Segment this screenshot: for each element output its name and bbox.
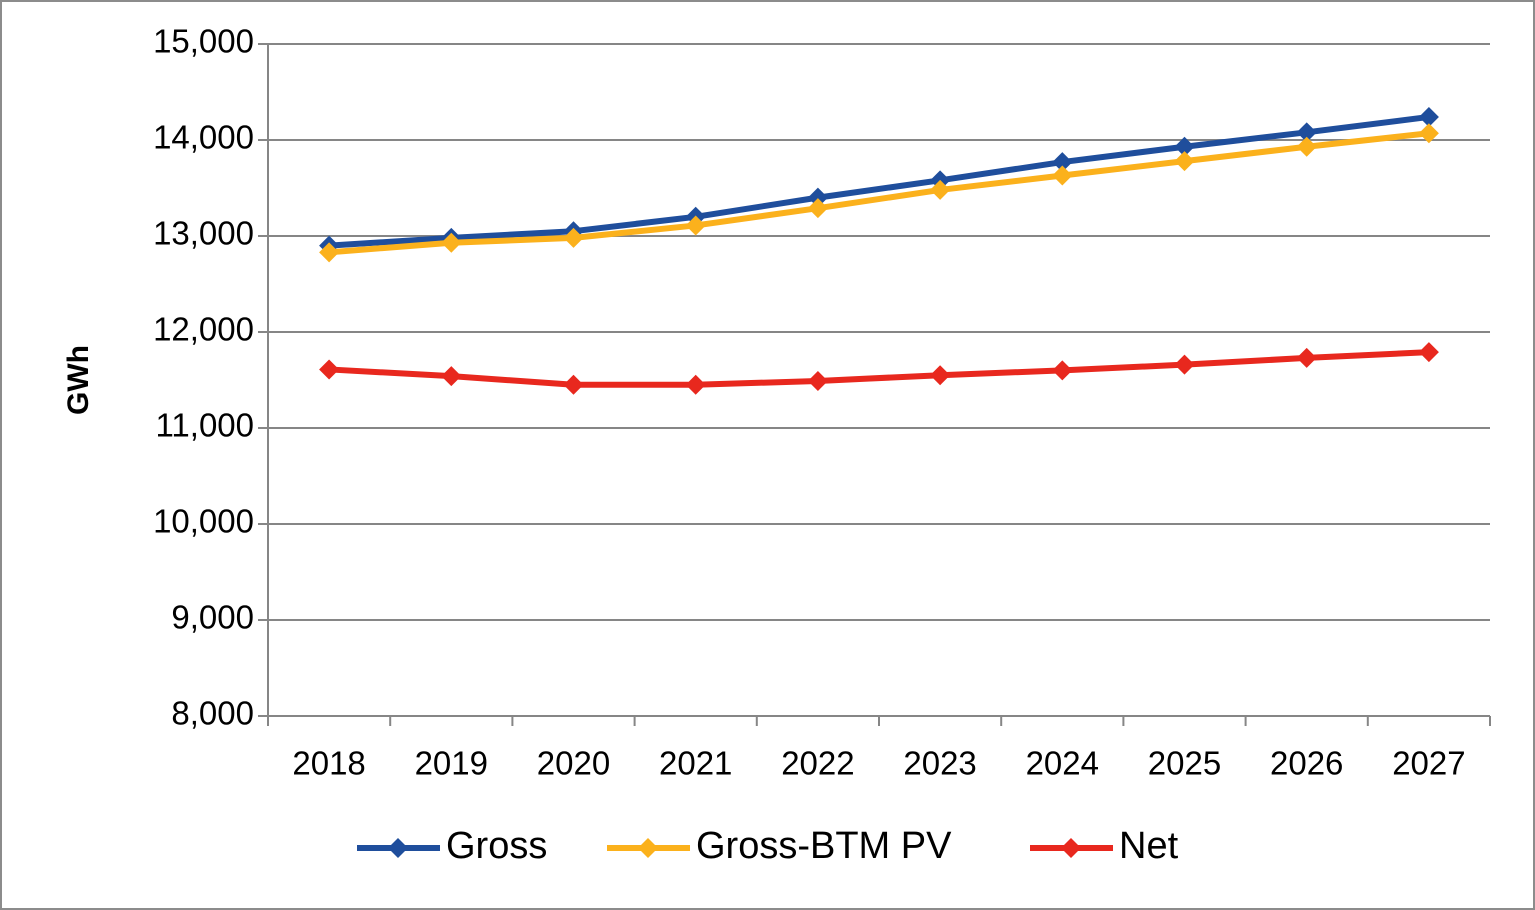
- marker: [930, 179, 951, 200]
- x-tick-label: 2018: [292, 745, 365, 782]
- legend-marker: [638, 838, 658, 858]
- x-tick-label: 2021: [659, 745, 732, 782]
- y-tick-label: 12,000: [153, 311, 254, 348]
- x-tick-label: 2020: [537, 745, 610, 782]
- marker: [1296, 347, 1317, 368]
- marker: [441, 232, 462, 253]
- legend-marker: [388, 838, 408, 858]
- marker: [1174, 136, 1195, 157]
- marker: [319, 242, 340, 263]
- x-tick-label: 2027: [1392, 745, 1465, 782]
- legend-label: Gross-BTM PV: [696, 825, 952, 867]
- series-line: [328, 349, 1430, 388]
- marker: [1052, 152, 1073, 173]
- marker: [563, 374, 584, 395]
- marker: [1418, 106, 1439, 127]
- marker: [807, 187, 828, 208]
- x-tick-label: 2022: [781, 745, 854, 782]
- marker: [1296, 136, 1317, 157]
- marker: [685, 374, 706, 395]
- marker: [1418, 342, 1439, 363]
- marker: [685, 215, 706, 236]
- y-tick-label: 9,000: [171, 599, 254, 636]
- x-tick-label: 2024: [1026, 745, 1099, 782]
- marker: [563, 227, 584, 248]
- marker: [930, 365, 951, 386]
- y-tick-label: 8,000: [171, 695, 254, 732]
- marker: [1174, 151, 1195, 172]
- legend-label: Gross: [446, 825, 547, 867]
- x-tick-label: 2025: [1148, 745, 1221, 782]
- marker: [1052, 165, 1073, 186]
- marker: [1418, 123, 1439, 144]
- y-tick-label: 11,000: [156, 407, 254, 444]
- y-tick-label: 10,000: [153, 503, 254, 540]
- marker: [441, 366, 462, 387]
- marker: [1174, 354, 1195, 375]
- legend-label: Net: [1119, 825, 1179, 867]
- series-line: [328, 113, 1430, 249]
- y-tick-label: 13,000: [153, 215, 254, 252]
- y-tick-label: 15,000: [153, 23, 254, 60]
- marker: [807, 370, 828, 391]
- x-tick-label: 2019: [415, 745, 488, 782]
- legend-marker: [1061, 838, 1081, 858]
- y-tick-label: 14,000: [153, 119, 254, 156]
- series-line: [328, 130, 1430, 256]
- y-axis-label: GWh: [62, 345, 95, 415]
- marker: [1296, 122, 1317, 143]
- x-tick-label: 2023: [903, 745, 976, 782]
- marker: [319, 359, 340, 380]
- marker: [807, 198, 828, 219]
- x-tick-label: 2026: [1270, 745, 1343, 782]
- marker: [1052, 360, 1073, 381]
